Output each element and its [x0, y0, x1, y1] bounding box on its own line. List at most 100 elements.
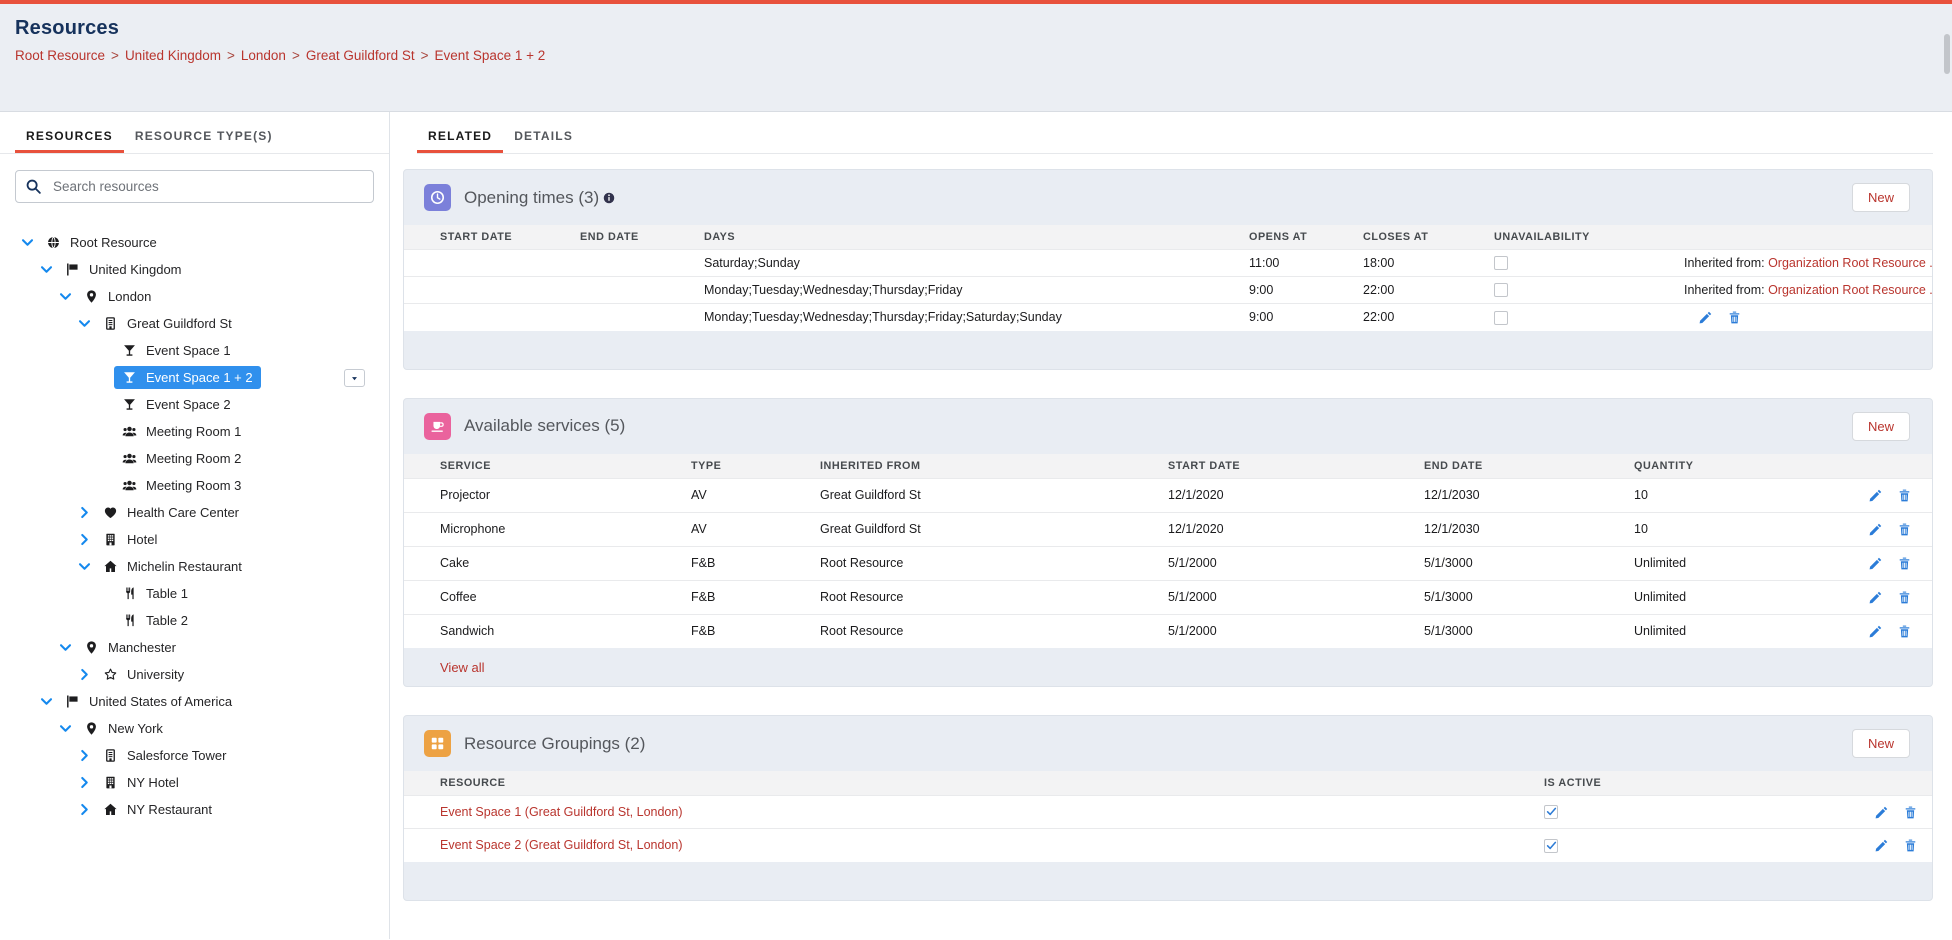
table-row: Saturday;Sunday11:0018:00Inherited from:…	[404, 250, 1932, 277]
column-header-end-date: END DATE	[1388, 454, 1598, 479]
edit-button[interactable]	[1868, 624, 1883, 639]
delete-button[interactable]	[1897, 522, 1912, 537]
edit-button[interactable]	[1698, 310, 1713, 325]
new-button-resource-groupings[interactable]: New	[1852, 729, 1910, 758]
edit-button[interactable]	[1868, 488, 1883, 503]
chevron-down-icon[interactable]	[58, 289, 73, 304]
page-header: Resources Root Resource>United Kingdom>L…	[0, 4, 1952, 112]
checkbox-checked[interactable]	[1544, 839, 1558, 853]
chevron-down-icon[interactable]	[58, 721, 73, 736]
chevron-right-icon[interactable]	[77, 802, 92, 817]
heart-icon	[103, 505, 118, 520]
chevron-right-icon[interactable]	[77, 748, 92, 763]
tab-related[interactable]: RELATED	[417, 129, 503, 153]
resource-link[interactable]: Event Space 1 (Great Guildford St, Londo…	[440, 805, 683, 819]
search-icon	[25, 178, 42, 195]
tree-item-ny-restaurant[interactable]: NY Restaurant	[0, 796, 389, 823]
checkbox-unchecked[interactable]	[1494, 311, 1508, 325]
tree-item-event-space-1[interactable]: Event Space 1	[0, 337, 389, 364]
tree-item-meeting-room-2[interactable]: Meeting Room 2	[0, 445, 389, 472]
tree-item-great-guildford-st[interactable]: Great Guildford St	[0, 310, 389, 337]
edit-button[interactable]	[1868, 590, 1883, 605]
tree-item-label: Great Guildford St	[127, 316, 232, 331]
view-all-link[interactable]: View all	[440, 660, 485, 675]
tree-item-united-kingdom[interactable]: United Kingdom	[0, 256, 389, 283]
checkbox-unchecked[interactable]	[1494, 256, 1508, 270]
chevron-down-icon[interactable]	[20, 235, 35, 250]
tree-node-united-states-of-america: United States of America	[65, 694, 232, 709]
edit-button[interactable]	[1868, 556, 1883, 571]
cell-service: Projector	[404, 478, 655, 512]
tree-item-new-york[interactable]: New York	[0, 715, 389, 742]
chevron-right-icon[interactable]	[77, 532, 92, 547]
delete-button[interactable]	[1897, 624, 1912, 639]
chevron-right-icon[interactable]	[77, 667, 92, 682]
edit-button[interactable]	[1874, 805, 1889, 820]
tree-item-salesforce-tower[interactable]: Salesforce Tower	[0, 742, 389, 769]
new-button-available-services[interactable]: New	[1852, 412, 1910, 441]
checkbox-checked[interactable]	[1544, 805, 1558, 819]
tree-item-table-1[interactable]: Table 1	[0, 580, 389, 607]
chevron-right-icon[interactable]	[77, 505, 92, 520]
delete-button[interactable]	[1727, 310, 1742, 325]
delete-button[interactable]	[1903, 838, 1918, 853]
resource-link[interactable]: Event Space 2 (Great Guildford St, Londo…	[440, 838, 683, 852]
breadcrumb-link-event-space-1-2[interactable]: Event Space 1 + 2	[435, 48, 546, 63]
cell-start-date: 5/1/2000	[1132, 580, 1388, 614]
new-button-opening-times[interactable]: New	[1852, 183, 1910, 212]
tree-item-root-resource[interactable]: Root Resource	[0, 229, 389, 256]
edit-button[interactable]	[1868, 522, 1883, 537]
breadcrumb-link-root-resource[interactable]: Root Resource	[15, 48, 105, 63]
chevron-down-icon[interactable]	[77, 559, 92, 574]
breadcrumb-separator: >	[421, 48, 429, 63]
delete-button[interactable]	[1897, 488, 1912, 503]
chevron-right-icon[interactable]	[77, 775, 92, 790]
breadcrumb-link-london[interactable]: London	[241, 48, 286, 63]
cell-quantity: 10	[1598, 478, 1814, 512]
tree-item-hotel[interactable]: Hotel	[0, 526, 389, 553]
tree-node-salesforce-tower: Salesforce Tower	[103, 748, 226, 763]
tree-item-event-space-2[interactable]: Event Space 2	[0, 391, 389, 418]
breadcrumb-link-united-kingdom[interactable]: United Kingdom	[125, 48, 221, 63]
inherited-from-link[interactable]: Organization Root Resource .	[1768, 256, 1932, 270]
tree-item-united-states-of-america[interactable]: United States of America	[0, 688, 389, 715]
column-header-actions	[1814, 454, 1932, 479]
info-icon[interactable]	[602, 191, 616, 205]
tab-resources[interactable]: RESOURCES	[15, 129, 124, 153]
tree-item-ny-hotel[interactable]: NY Hotel	[0, 769, 389, 796]
cell-start-date	[404, 277, 544, 304]
chevron-down-icon[interactable]	[39, 694, 54, 709]
tree-item-michelin-restaurant[interactable]: Michelin Restaurant	[0, 553, 389, 580]
tree-item-meeting-room-1[interactable]: Meeting Room 1	[0, 418, 389, 445]
tree-item-table-2[interactable]: Table 2	[0, 607, 389, 634]
delete-button[interactable]	[1897, 556, 1912, 571]
tree-item-event-space-1-2[interactable]: Event Space 1 + 2	[0, 364, 389, 391]
search-input[interactable]	[15, 170, 374, 203]
tab-resource-type-s[interactable]: RESOURCE TYPE(S)	[124, 129, 284, 153]
card-opening-times: Opening times (3)NewSTART DATEEND DATEDA…	[403, 169, 1933, 370]
tab-details[interactable]: DETAILS	[503, 129, 584, 153]
pin-icon	[84, 721, 99, 736]
chevron-down-icon[interactable]	[58, 640, 73, 655]
hotel-icon	[103, 532, 118, 547]
breadcrumb-link-great-guildford-st[interactable]: Great Guildford St	[306, 48, 415, 63]
tree-item-health-care-center[interactable]: Health Care Center	[0, 499, 389, 526]
tree-node-manchester: Manchester	[84, 640, 176, 655]
tree-item-menu-button[interactable]	[344, 369, 365, 387]
edit-button[interactable]	[1874, 838, 1889, 853]
scrollbar-thumb[interactable]	[1944, 34, 1950, 74]
delete-button[interactable]	[1897, 590, 1912, 605]
inherited-from-link[interactable]: Organization Root Resource .	[1768, 283, 1932, 297]
tree-item-meeting-room-3[interactable]: Meeting Room 3	[0, 472, 389, 499]
delete-button[interactable]	[1903, 805, 1918, 820]
tree-item-label: Manchester	[108, 640, 176, 655]
tree-item-university[interactable]: University	[0, 661, 389, 688]
star-icon	[103, 667, 118, 682]
tree-item-manchester[interactable]: Manchester	[0, 634, 389, 661]
tree-item-london[interactable]: London	[0, 283, 389, 310]
chevron-down-icon[interactable]	[39, 262, 54, 277]
checkbox-unchecked[interactable]	[1494, 283, 1508, 297]
tree-node-table-2: Table 2	[122, 613, 188, 628]
content-area: RESOURCESRESOURCE TYPE(S) Root ResourceU…	[0, 112, 1952, 939]
chevron-down-icon[interactable]	[77, 316, 92, 331]
